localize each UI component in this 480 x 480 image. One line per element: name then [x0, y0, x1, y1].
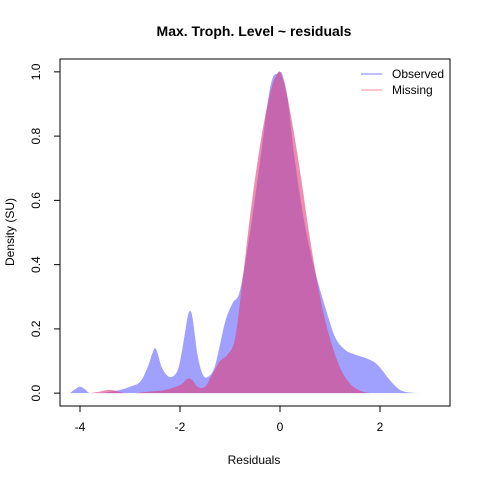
legend-label-observed: Observed	[392, 67, 444, 81]
chart-title: Max. Troph. Level ~ residuals	[157, 23, 352, 39]
y-axis-label: Density (SU)	[3, 198, 17, 266]
series-area-missing	[90, 71, 370, 394]
x-tick-label: -4	[75, 420, 86, 434]
x-tick-label: -2	[175, 420, 186, 434]
y-axis: 0.0 0.2 0.4 0.6 0.8 1.0	[29, 63, 61, 401]
legend: Observed Missing	[361, 67, 444, 97]
y-tick-label: 0.6	[29, 192, 43, 209]
y-tick-label: 0.2	[29, 320, 43, 337]
x-tick-label: 2	[377, 420, 384, 434]
x-tick-label: 0	[277, 420, 284, 434]
y-tick-label: 1.0	[29, 63, 43, 80]
legend-label-missing: Missing	[392, 83, 433, 97]
series-layer	[70, 71, 420, 394]
x-axis-label: Residuals	[228, 453, 281, 467]
x-axis: -4 -2 0 2	[75, 405, 384, 434]
y-tick-label: 0.4	[29, 256, 43, 273]
y-tick-label: 0.8	[29, 127, 43, 144]
y-tick-label: 0.0	[29, 384, 43, 401]
